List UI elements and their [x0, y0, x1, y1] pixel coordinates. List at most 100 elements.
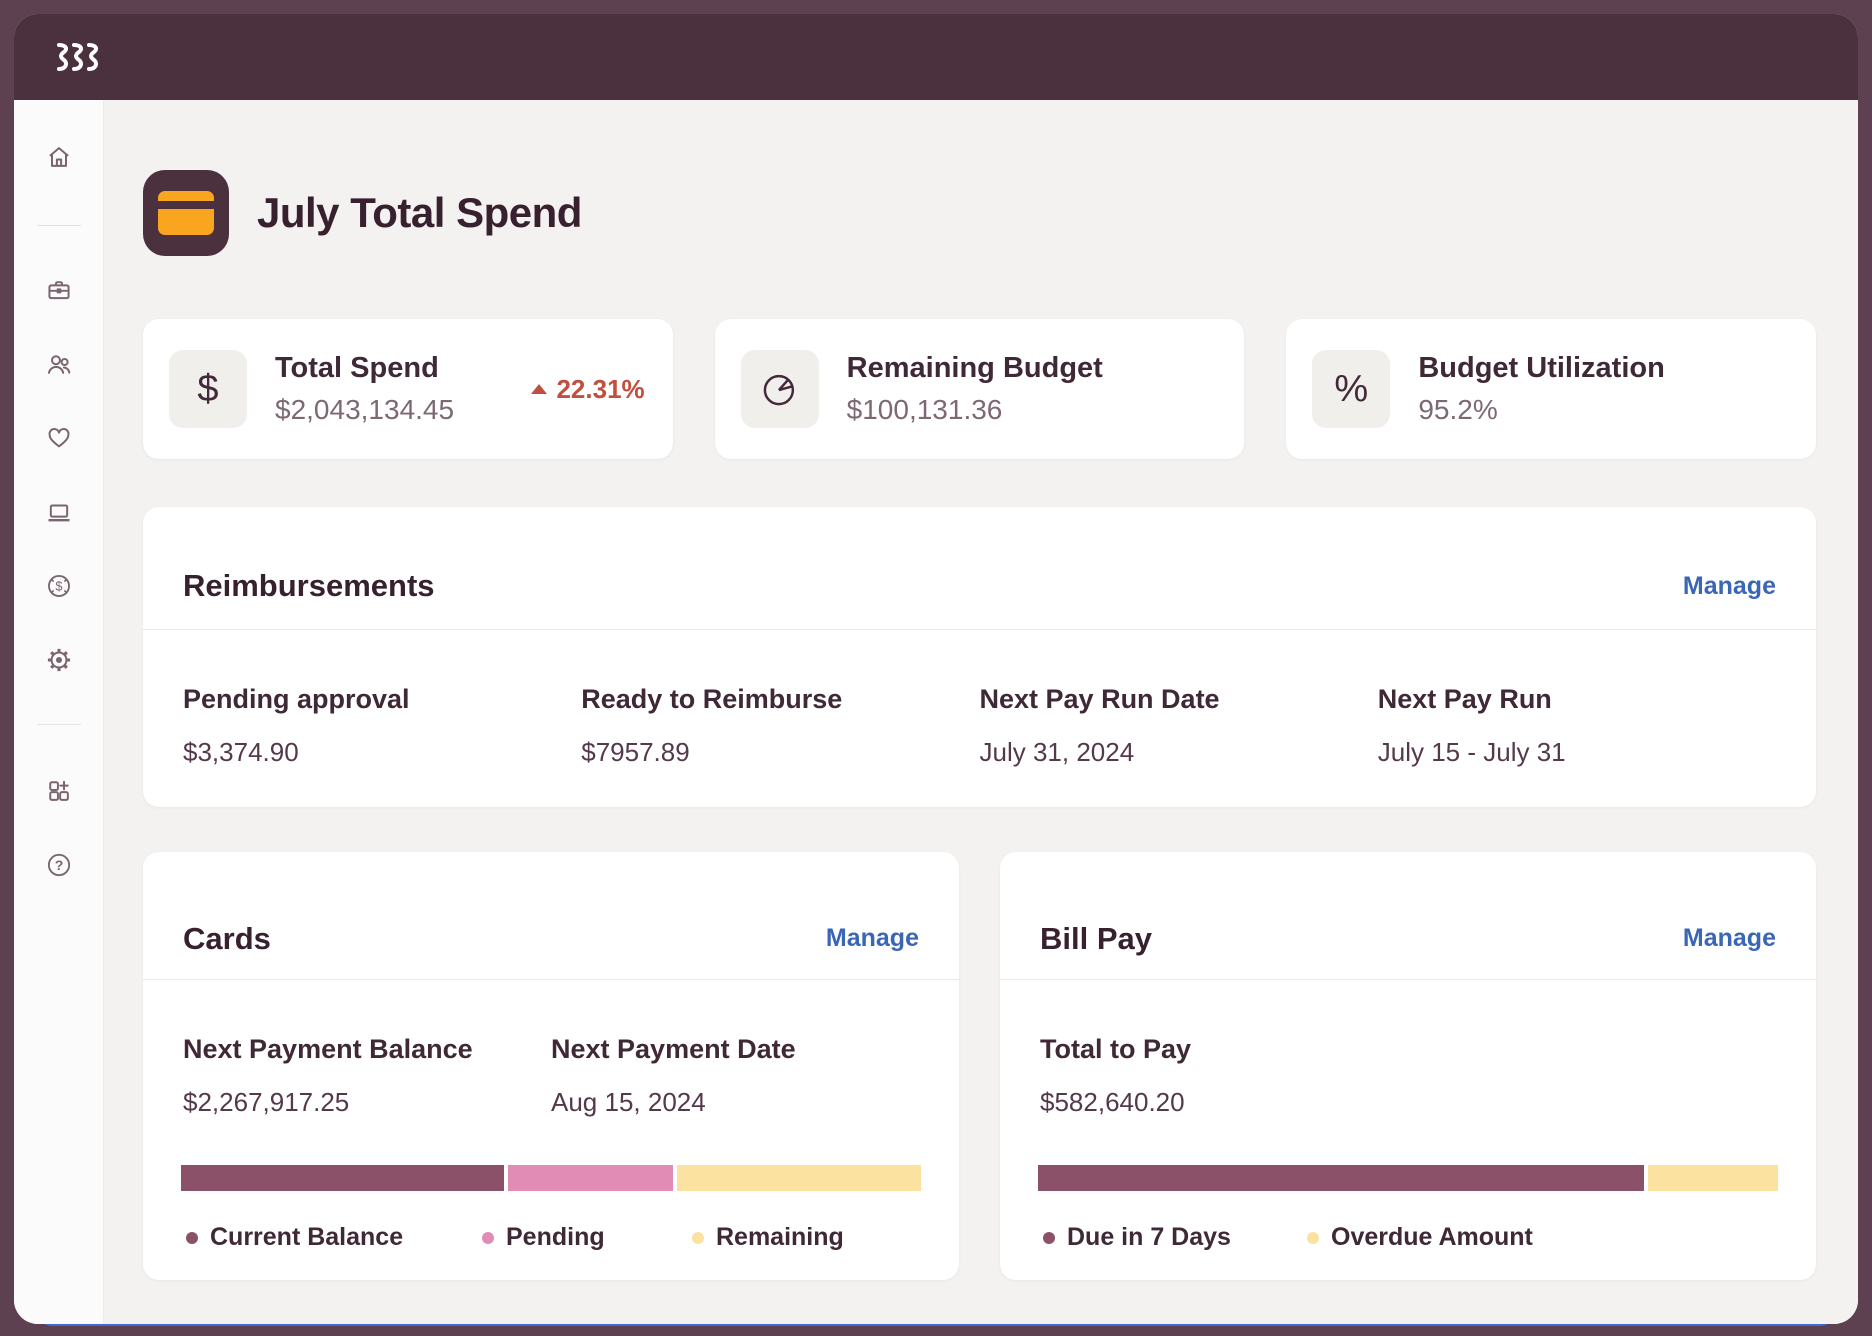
stat-card-total-spend: $ Total Spend $2,043,134.45 22.31% [143, 319, 673, 459]
metric-next-pay-run: Next Pay Run July 15 - July 31 [1378, 684, 1776, 768]
metric-value: $582,640.20 [1040, 1087, 1185, 1117]
bar-segment-pending [507, 1165, 674, 1191]
bill-pay-stacked-bar [1038, 1165, 1778, 1191]
page-header-icon-tile [143, 170, 229, 256]
legend-label: Overdue Amount [1331, 1223, 1533, 1251]
sidebar-item-help[interactable]: ? [45, 851, 73, 879]
metric-next-payment-balance: Next Payment Balance $2,267,917.25 [183, 1034, 551, 1118]
legend-item-pending: Pending [482, 1223, 692, 1252]
reimbursements-metrics: Pending approval $3,374.90 Ready to Reim… [143, 630, 1816, 768]
cards-title: Cards [183, 920, 271, 956]
reimbursements-panel: Reimbursements Manage Pending approval $… [143, 507, 1816, 807]
metric-next-payment-date: Next Payment Date Aug 15, 2024 [551, 1034, 919, 1118]
sidebar-item-business[interactable] [45, 276, 73, 304]
cards-legend: Current Balance Pending Remaining [186, 1223, 921, 1252]
bill-pay-legend: Due in 7 Days Overdue Amount [1043, 1223, 1778, 1252]
trend-up-icon [531, 384, 548, 394]
percent-glyph: % [1334, 367, 1369, 410]
heart-icon [48, 428, 69, 448]
divider [1000, 979, 1816, 980]
legend-item-remaining: Remaining [692, 1223, 844, 1252]
metric-label: Next Pay Run [1377, 684, 1552, 714]
bill-pay-title: Bill Pay [1040, 920, 1152, 956]
sidebar-item-people[interactable] [45, 350, 73, 378]
home-icon [48, 147, 69, 167]
metric-value: $3,374.90 [183, 737, 299, 767]
app-window: $ [14, 14, 1858, 1324]
top-bar [14, 14, 1858, 100]
bar-segment-remaining [677, 1165, 921, 1191]
legend-dot [482, 1231, 494, 1244]
legend-dot [186, 1231, 198, 1244]
divider [143, 979, 959, 980]
bar-segment-due-in-7-days [1038, 1165, 1645, 1191]
reimbursements-manage-link[interactable]: Manage [1682, 571, 1776, 600]
metric-value: July 31, 2024 [979, 737, 1135, 767]
dollar-coin-icon: $ [47, 575, 70, 597]
credit-card-icon [158, 191, 214, 235]
gear-icon [47, 648, 70, 672]
page-title: July Total Spend [257, 189, 582, 236]
trend-value: 22.31% [556, 373, 645, 404]
sidebar-divider [36, 225, 81, 226]
sidebar-item-devices[interactable] [45, 498, 73, 526]
stat-value: $2,043,134.45 [275, 394, 455, 425]
divider [143, 629, 1816, 630]
main-content: July Total Spend $ Total Spend $2,043,13… [104, 100, 1858, 1324]
dollar-glyph: $ [197, 367, 219, 410]
sidebar-item-home[interactable] [45, 143, 73, 171]
stats-row: $ Total Spend $2,043,134.45 22.31% [143, 319, 1816, 459]
laptop-icon [48, 504, 69, 522]
legend-dot [1307, 1231, 1319, 1244]
dollar-icon: $ [169, 350, 247, 428]
stat-label: Budget Utilization [1418, 352, 1665, 384]
stat-card-remaining-budget: Remaining Budget $100,131.36 [714, 319, 1245, 459]
bill-pay-metrics: Total to Pay $582,640.20 [1000, 980, 1816, 1118]
app-body: $ [14, 100, 1858, 1324]
trend-indicator: 22.31% [531, 373, 645, 405]
bill-pay-panel: Bill Pay Manage Total to Pay $582,640.20 [1000, 852, 1816, 1280]
apps-grid-plus-icon [48, 780, 69, 801]
metric-value: Aug 15, 2024 [551, 1087, 706, 1117]
metric-total-to-pay: Total to Pay $582,640.20 [1040, 1034, 1776, 1118]
cards-stacked-bar [181, 1165, 921, 1191]
stat-label: Remaining Budget [846, 352, 1103, 384]
metric-label: Next Payment Balance [183, 1034, 473, 1064]
metric-value: July 15 - July 31 [1377, 737, 1566, 767]
help-icon: ? [47, 853, 70, 877]
sidebar-item-billing[interactable]: $ [45, 572, 73, 600]
legend-label: Due in 7 Days [1067, 1223, 1231, 1251]
legend-dot [1043, 1231, 1055, 1244]
stat-value: 95.2% [1418, 394, 1498, 425]
page-header: July Total Spend [143, 170, 1816, 256]
legend-label: Current Balance [210, 1223, 404, 1251]
pie-chart-icon [740, 350, 819, 428]
bar-segment-overdue-amount [1648, 1165, 1778, 1191]
reimbursements-title: Reimbursements [183, 568, 435, 603]
legend-item-current-balance: Current Balance [186, 1223, 482, 1252]
bar-segment-current-balance [181, 1165, 504, 1191]
legend-item-due-in-7-days: Due in 7 Days [1043, 1223, 1307, 1252]
cards-panel: Cards Manage Next Payment Balance $2,267… [143, 852, 959, 1280]
metric-label: Total to Pay [1040, 1034, 1192, 1064]
metric-value: $2,267,917.25 [183, 1087, 350, 1117]
bill-pay-manage-link[interactable]: Manage [1682, 924, 1776, 952]
sidebar-item-apps[interactable] [45, 777, 73, 805]
stat-value: $100,131.36 [846, 394, 1003, 425]
legend-item-overdue-amount: Overdue Amount [1307, 1223, 1533, 1252]
stat-label: Total Spend [275, 352, 439, 384]
ramp-logo[interactable] [56, 41, 104, 73]
metric-label: Next Pay Run Date [979, 684, 1220, 714]
sidebar-item-settings[interactable] [45, 646, 73, 674]
sidebar-divider [36, 724, 81, 725]
metric-pending-approval: Pending approval $3,374.90 [183, 684, 581, 768]
cards-metrics: Next Payment Balance $2,267,917.25 Next … [143, 980, 959, 1118]
sidebar-item-favorites[interactable] [45, 424, 73, 452]
sidebar-nav: $ [14, 100, 104, 1324]
cards-manage-link[interactable]: Manage [825, 924, 919, 952]
metric-label: Next Payment Date [551, 1034, 796, 1064]
metric-next-pay-run-date: Next Pay Run Date July 31, 2024 [980, 684, 1378, 768]
briefcase-icon [47, 281, 70, 300]
legend-label: Pending [506, 1223, 605, 1251]
bottom-row: Cards Manage Next Payment Balance $2,267… [143, 852, 1816, 1324]
